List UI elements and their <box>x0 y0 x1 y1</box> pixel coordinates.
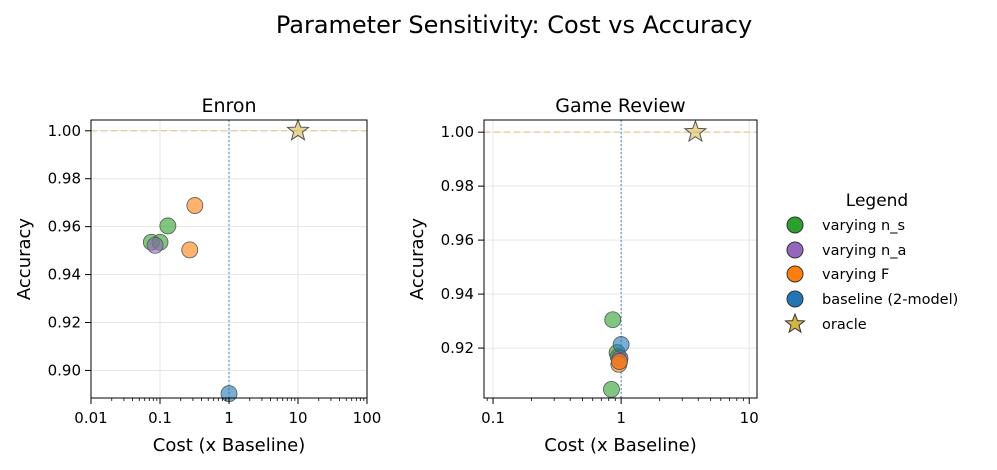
y-tick-label: 0.96 <box>441 231 474 249</box>
x-tick-label: 100 <box>353 409 382 427</box>
y-tick-label: 0.94 <box>48 266 81 284</box>
chart-panel-game-review: 0.1 1 10 0.92 0.94 0.96 0.98 1.00 Game Review Cos… <box>407 95 759 456</box>
legend-label: baseline (2-model) <box>822 292 958 308</box>
chart-panel-enron: 0.01 0.1 1 10 100 0.90 0.92 0.94 0.96 0.98 1.00 Enr… <box>14 95 381 456</box>
x-tick-label: 10 <box>740 409 759 427</box>
point-varying-n-s <box>604 311 622 329</box>
y-tick-label: 0.90 <box>48 361 81 379</box>
y-axis-label: Accuracy <box>14 218 35 301</box>
point-varying-n-a <box>146 236 164 254</box>
x-tick-label: 0.1 <box>481 409 505 427</box>
panel-title: Enron <box>201 95 256 117</box>
point-oracle <box>286 118 310 141</box>
legend-label: oracle <box>822 317 867 333</box>
legend-item-oracle: oracle <box>784 312 867 334</box>
point-varying-n-s <box>603 380 620 398</box>
x-tick-label: 0.1 <box>148 409 172 427</box>
point-varying-f <box>186 197 204 214</box>
y-tick-label: 0.92 <box>441 339 474 357</box>
x-axis-label: Cost (x Baseline) <box>544 435 696 456</box>
legend-label: varying n_a <box>822 243 906 259</box>
legend-item-baseline-2-model: baseline (2-model) <box>786 290 958 308</box>
y-tick-label: 0.92 <box>48 314 81 332</box>
y-tick-label: 1.00 <box>441 123 474 141</box>
point-baseline-2-model <box>612 336 630 353</box>
point-varying-n-s <box>159 217 177 235</box>
legend-item-varying-n-s: varying n_s <box>786 216 905 234</box>
x-tick-label: 10 <box>288 409 307 427</box>
legend-circle-icon <box>786 241 804 259</box>
point-oracle <box>683 119 708 143</box>
y-tick-label: 0.96 <box>48 218 81 236</box>
legend-circle-icon <box>786 216 804 234</box>
point-varying-f <box>611 353 628 370</box>
legend-label: varying F <box>822 267 889 283</box>
panel-title: Game Review <box>555 95 685 117</box>
chart-panels: 0.01 0.1 1 10 100 0.90 0.92 0.94 0.96 0.98 1.00 Enr… <box>14 95 759 456</box>
x-axis-label: Cost (x Baseline) <box>153 435 305 456</box>
y-tick-label: 0.94 <box>441 285 474 303</box>
legend-item-varying-f: varying F <box>786 265 889 283</box>
y-tick-label: 1.00 <box>48 122 81 140</box>
point-varying-f <box>181 241 199 259</box>
x-tick-label: 1 <box>224 409 234 427</box>
legend-item-varying-n-a: varying n_a <box>786 241 906 259</box>
y-axis-label: Accuracy <box>407 218 428 301</box>
legend-star-icon <box>784 312 806 334</box>
legend-label: varying n_s <box>822 218 905 234</box>
legend-circle-icon <box>786 290 804 308</box>
figure-title: Parameter Sensitivity: Cost vs Accuracy <box>276 11 752 39</box>
y-tick-label: 0.98 <box>441 177 474 195</box>
legend-title: Legend <box>846 191 908 211</box>
legend-circle-icon <box>786 265 804 283</box>
x-tick-label: 1 <box>616 409 626 427</box>
x-tick-label: 0.01 <box>74 409 107 427</box>
axes-frame <box>483 119 758 399</box>
y-tick-label: 0.98 <box>48 170 81 188</box>
